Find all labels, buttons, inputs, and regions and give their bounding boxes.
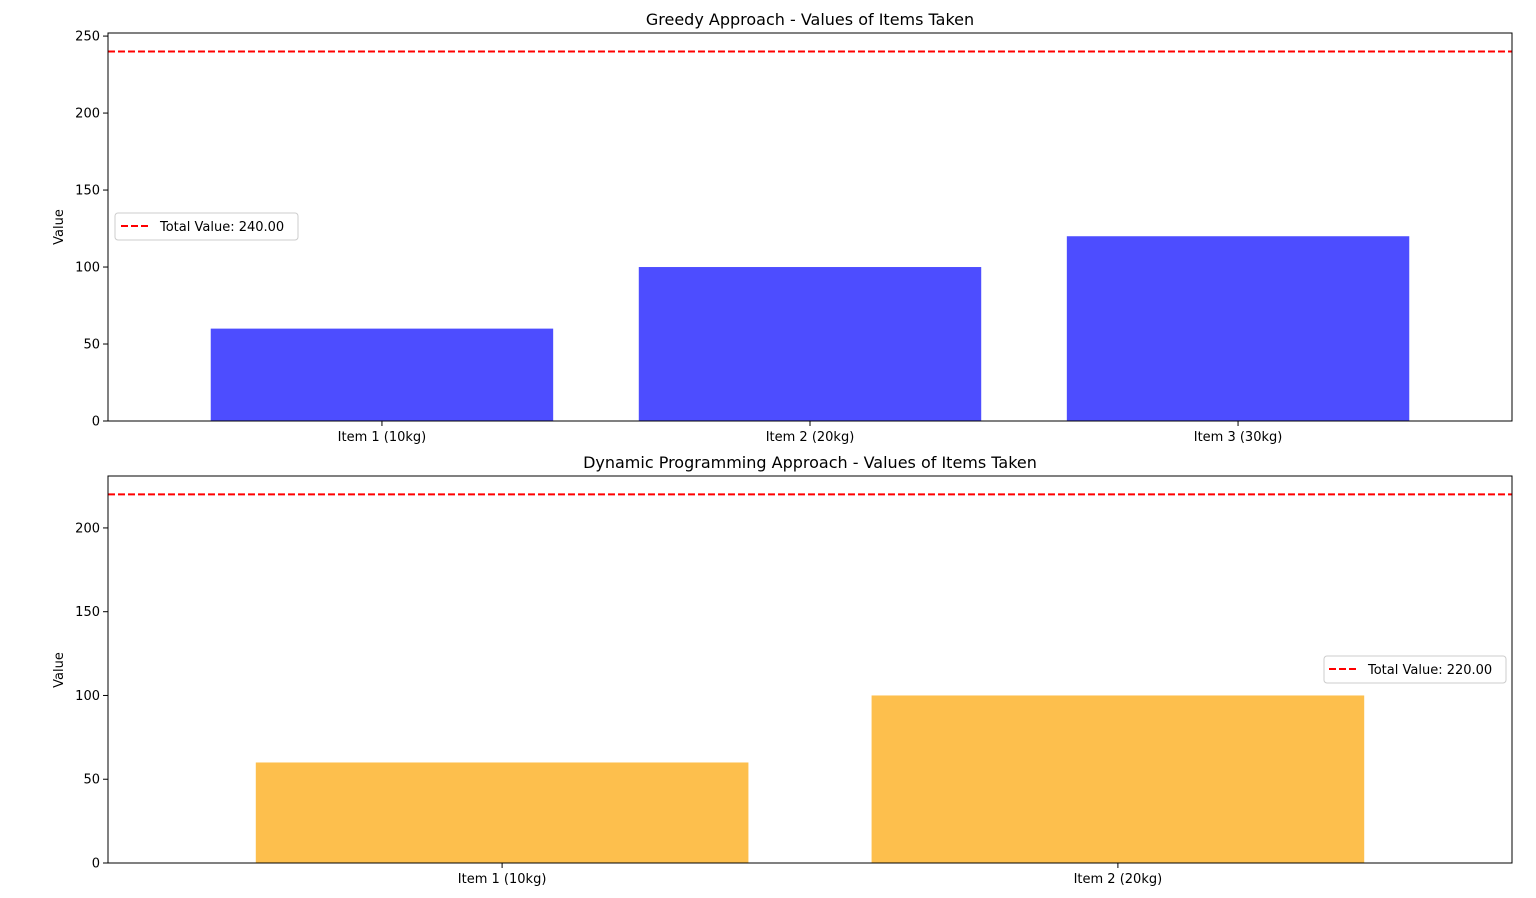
bars [255,695,1365,863]
chart-title: Greedy Approach - Values of Items Taken [646,10,974,29]
legend-box [114,212,299,241]
bar [871,695,1365,863]
legend-label: Total Value: 220.00 [1367,663,1492,678]
dp-subplot: Dynamic Programming Approach - Values of… [52,453,1513,887]
legend: Total Value: 240.00 [114,212,299,241]
y-tick-label: 100 [75,261,100,276]
y-tick-label: 0 [92,857,100,872]
y-tick-label: 200 [75,521,100,536]
bar [1066,236,1410,421]
chart-title: Dynamic Programming Approach - Values of… [583,453,1037,472]
x-tick-label: Item 1 (10kg) [458,872,547,887]
y-tick-label: 100 [75,689,100,704]
x-tick-label: Item 1 (10kg) [338,430,427,445]
y-axis-label: Value [52,209,67,245]
y-tick-label: 50 [83,338,100,353]
y-tick-label: 0 [92,415,100,430]
y-axis: 0 50 100 150 200 250 [75,30,108,430]
y-tick-label: 150 [75,184,100,199]
bar [638,267,982,421]
y-tick-label: 150 [75,605,100,620]
bars [210,236,1410,421]
x-tick-label: Item 2 (20kg) [766,430,855,445]
bar [210,328,554,421]
legend-box [1323,655,1507,684]
bar [255,762,749,863]
y-tick-label: 50 [83,773,100,788]
greedy-subplot: Greedy Approach - Values of Items Taken … [52,10,1513,445]
legend-label: Total Value: 240.00 [159,220,284,235]
x-axis: Item 1 (10kg) Item 2 (20kg) [458,863,1162,887]
y-tick-label: 200 [75,107,100,122]
legend: Total Value: 220.00 [1323,655,1507,684]
x-axis: Item 1 (10kg) Item 2 (20kg) Item 3 (30kg) [338,421,1283,445]
y-axis-label: Value [52,652,67,688]
plot-frame [107,475,1513,864]
y-tick-label: 250 [75,30,100,45]
x-tick-label: Item 2 (20kg) [1074,872,1163,887]
x-tick-label: Item 3 (30kg) [1194,430,1283,445]
y-axis: 0 50 100 150 200 [75,521,108,872]
